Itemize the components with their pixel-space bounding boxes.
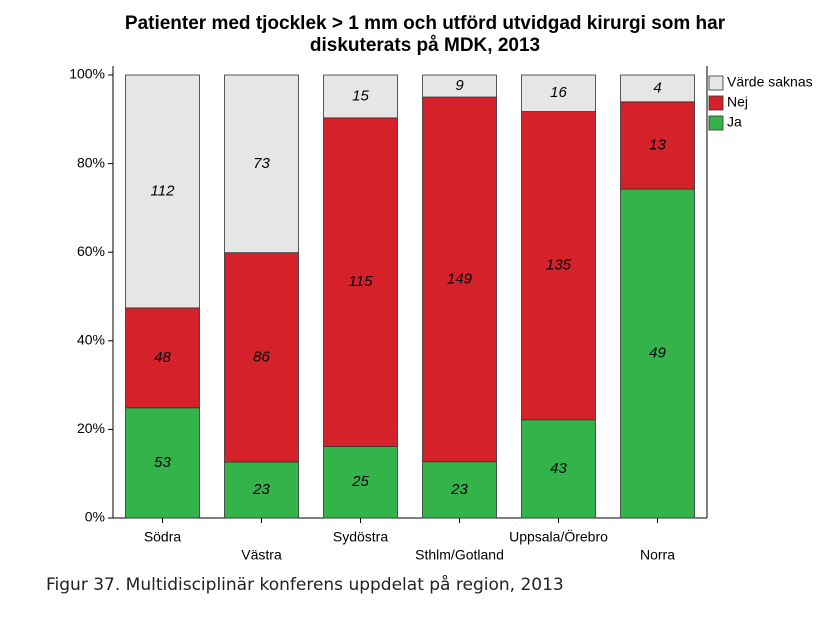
bar-segment	[521, 111, 596, 421]
legend-label: Ja	[727, 114, 742, 130]
y-tick-label: 60%	[77, 243, 105, 259]
bar-segment	[521, 419, 596, 519]
y-tick-label: 100%	[69, 66, 105, 82]
value-label: 43	[550, 460, 567, 477]
bar-segment	[620, 188, 695, 519]
x-tick-label: Sydöstra	[333, 529, 388, 545]
chart-title: diskuterats på MDK, 2013	[310, 35, 540, 56]
x-tick-label: Västra	[241, 547, 282, 563]
value-label: 73	[253, 155, 270, 172]
y-tick-label: 40%	[77, 332, 105, 348]
x-tick-label: Uppsala/Örebro	[509, 528, 608, 545]
legend-label: Nej	[727, 94, 748, 110]
legend-swatch	[708, 115, 724, 131]
bar-segment	[125, 74, 200, 309]
bar-segment	[422, 74, 497, 98]
y-tick-label: 0%	[85, 509, 105, 525]
y-tick-label: 20%	[77, 420, 105, 436]
caption: Figur 37. Multidisciplinär konferens upp…	[46, 574, 564, 595]
value-label: 53	[154, 454, 171, 471]
value-label: 48	[154, 349, 171, 366]
legend-swatch	[708, 95, 724, 111]
bar-segment	[224, 252, 299, 463]
bar-segment	[125, 307, 200, 409]
y-tick-label: 80%	[77, 154, 105, 170]
x-tick-label: Södra	[144, 529, 182, 545]
bar-segment	[224, 461, 299, 519]
legend-swatch	[708, 75, 724, 91]
value-label: 9	[455, 77, 464, 94]
bar-segment	[521, 74, 596, 112]
bar-segment	[224, 74, 299, 254]
value-label: 23	[252, 481, 270, 498]
value-label: 16	[550, 84, 567, 101]
value-label: 86	[253, 348, 270, 365]
value-label: 49	[649, 345, 666, 362]
legend-label: Värde saknas	[727, 74, 813, 90]
value-label: 149	[447, 270, 473, 287]
chart-title: Patienter med tjocklek > 1 mm och utförd…	[125, 13, 726, 34]
value-label: 15	[352, 87, 369, 104]
value-label: 115	[349, 273, 374, 290]
bar-segment	[323, 74, 398, 119]
bar-segment	[323, 117, 398, 447]
value-label: 13	[649, 136, 666, 153]
value-label: 112	[151, 182, 176, 199]
value-label: 4	[653, 79, 661, 96]
value-label: 135	[546, 257, 572, 274]
x-tick-label: Sthlm/Gotland	[415, 547, 504, 563]
x-tick-label: Norra	[640, 547, 675, 563]
bar-segment	[422, 461, 497, 519]
bar-segment	[620, 74, 695, 103]
value-label: 23	[450, 481, 468, 498]
bar-segment	[323, 446, 398, 519]
bar-segment	[620, 101, 695, 190]
value-label: 25	[351, 473, 369, 490]
